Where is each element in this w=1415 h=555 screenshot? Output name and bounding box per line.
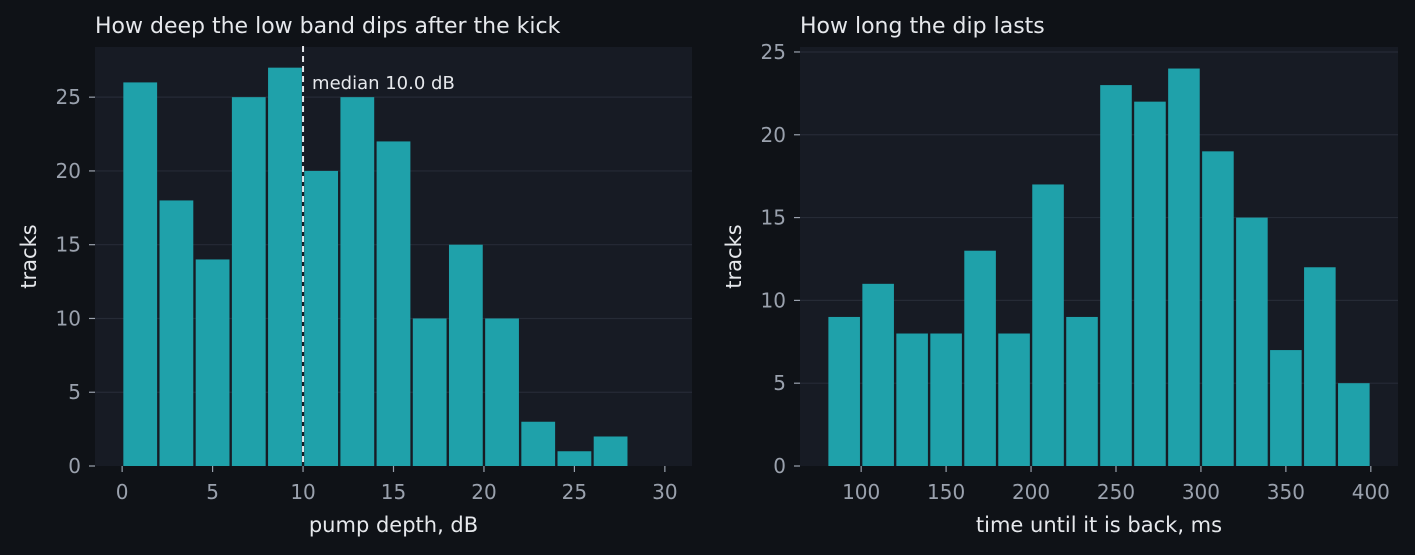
x-tick-label: 100: [842, 480, 880, 504]
x-tick-label: 25: [562, 480, 587, 504]
x-tick-label: 250: [1097, 480, 1135, 504]
x-axis-label: pump depth, dB: [309, 513, 478, 537]
histogram-bar: [930, 333, 962, 466]
histogram-bar: [1270, 350, 1302, 466]
y-tick-label: 5: [68, 380, 81, 404]
y-tick-label: 20: [761, 123, 786, 147]
y-tick-label: 15: [56, 233, 81, 257]
histogram-bar: [557, 451, 592, 466]
histogram-bar: [1236, 217, 1268, 466]
y-tick-label: 25: [761, 40, 786, 64]
histogram-bar: [1032, 184, 1064, 466]
chart-title: How long the dip lasts: [800, 14, 1045, 39]
y-tick-label: 20: [56, 159, 81, 183]
histogram-bar: [485, 318, 519, 466]
histogram-bar: [1202, 151, 1234, 466]
histogram-bar: [1304, 267, 1336, 466]
histogram-bar: [412, 318, 447, 466]
x-tick-label: 20: [471, 480, 496, 504]
chart-dip-duration: 100 150 200 250 300 350 400 0 5 10 15 20 25 How lon…: [722, 14, 1398, 537]
x-tick-label: 200: [1012, 480, 1050, 504]
y-tick-label: 10: [761, 288, 786, 312]
histogram-bar: [304, 170, 339, 467]
histogram-bars: [828, 68, 1370, 467]
histogram-bar: [593, 436, 628, 466]
histogram-bar: [1066, 316, 1098, 466]
histogram-bar: [448, 244, 483, 466]
histogram-bar: [862, 283, 894, 466]
histogram-bar: [268, 67, 302, 466]
histogram-bar: [1134, 101, 1166, 467]
histogram-bar: [828, 316, 860, 466]
histogram-bars: [123, 67, 628, 467]
y-axis-ticks: 0 5 10 15 20 25: [56, 85, 95, 478]
x-tick-label: 300: [1182, 480, 1220, 504]
histogram-bar: [123, 82, 158, 466]
y-tick-label: 0: [773, 454, 786, 478]
histogram-bar: [159, 200, 194, 466]
y-axis-label: tracks: [722, 224, 746, 288]
x-tick-label: 5: [206, 480, 219, 504]
x-tick-label: 0: [116, 480, 129, 504]
y-tick-label: 15: [761, 206, 786, 230]
x-tick-label: 30: [652, 480, 677, 504]
x-tick-label: 10: [290, 480, 315, 504]
y-axis-ticks: 0 5 10 15 20 25: [761, 40, 800, 478]
y-tick-label: 25: [56, 85, 81, 109]
histogram-bar: [521, 421, 556, 466]
median-label: median 10.0 dB: [312, 73, 455, 94]
x-tick-label: 350: [1267, 480, 1305, 504]
x-axis-label: time until it is back, ms: [976, 513, 1222, 537]
chart-pump-depth: 0 5 10 15 20 25 30 0 5 10 15 20 25 median 10.0 dB H…: [17, 14, 692, 537]
x-axis-ticks: 100 150 200 250 300 350 400: [842, 466, 1390, 504]
y-tick-label: 10: [56, 306, 81, 330]
histogram-bar: [1100, 85, 1132, 466]
histogram-bar: [998, 333, 1030, 466]
x-axis-ticks: 0 5 10 15 20 25 30: [116, 466, 678, 504]
histogram-bar: [340, 97, 375, 466]
x-tick-label: 400: [1352, 480, 1390, 504]
chart-title: How deep the low band dips after the kic…: [95, 14, 561, 39]
histogram-bar: [231, 97, 266, 466]
x-tick-label: 150: [927, 480, 965, 504]
histogram-bar: [964, 250, 996, 466]
histogram-bar: [376, 141, 411, 466]
histogram-bar: [1168, 68, 1200, 466]
y-tick-label: 5: [773, 371, 786, 395]
histogram-bar: [195, 259, 230, 466]
y-tick-label: 0: [68, 454, 81, 478]
histogram-bar: [896, 333, 928, 466]
histogram-bar: [1338, 383, 1370, 466]
y-axis-label: tracks: [17, 224, 41, 288]
x-tick-label: 15: [381, 480, 406, 504]
